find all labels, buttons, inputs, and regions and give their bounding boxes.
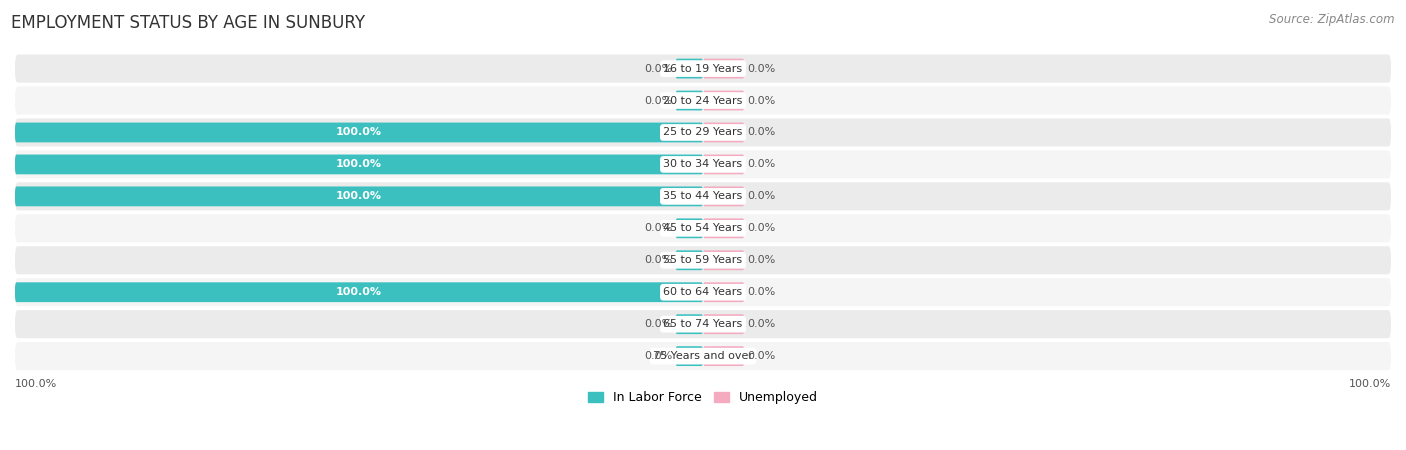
FancyBboxPatch shape xyxy=(15,246,1391,274)
Text: 65 to 74 Years: 65 to 74 Years xyxy=(664,319,742,329)
Text: 0.0%: 0.0% xyxy=(748,127,776,138)
Text: 35 to 44 Years: 35 to 44 Years xyxy=(664,191,742,202)
Text: 25 to 29 Years: 25 to 29 Years xyxy=(664,127,742,138)
FancyBboxPatch shape xyxy=(703,282,744,302)
FancyBboxPatch shape xyxy=(15,282,703,302)
FancyBboxPatch shape xyxy=(675,90,703,110)
Text: Source: ZipAtlas.com: Source: ZipAtlas.com xyxy=(1270,14,1395,27)
Text: 75 Years and over: 75 Years and over xyxy=(652,351,754,361)
FancyBboxPatch shape xyxy=(675,58,703,78)
FancyBboxPatch shape xyxy=(15,118,1391,147)
FancyBboxPatch shape xyxy=(15,122,703,142)
Text: 45 to 54 Years: 45 to 54 Years xyxy=(664,223,742,234)
Text: 0.0%: 0.0% xyxy=(748,95,776,105)
Text: 0.0%: 0.0% xyxy=(748,159,776,170)
Text: 0.0%: 0.0% xyxy=(748,255,776,266)
FancyBboxPatch shape xyxy=(703,58,744,78)
Text: 100.0%: 100.0% xyxy=(336,191,382,202)
Text: 0.0%: 0.0% xyxy=(748,63,776,73)
FancyBboxPatch shape xyxy=(675,346,703,366)
Text: 100.0%: 100.0% xyxy=(336,287,382,297)
Text: 60 to 64 Years: 60 to 64 Years xyxy=(664,287,742,297)
Text: 0.0%: 0.0% xyxy=(644,223,672,234)
FancyBboxPatch shape xyxy=(15,214,1391,243)
Text: 0.0%: 0.0% xyxy=(644,319,672,329)
FancyBboxPatch shape xyxy=(15,54,1391,83)
Text: 30 to 34 Years: 30 to 34 Years xyxy=(664,159,742,170)
Text: 0.0%: 0.0% xyxy=(748,351,776,361)
Text: 100.0%: 100.0% xyxy=(336,159,382,170)
FancyBboxPatch shape xyxy=(703,346,744,366)
Text: EMPLOYMENT STATUS BY AGE IN SUNBURY: EMPLOYMENT STATUS BY AGE IN SUNBURY xyxy=(11,14,366,32)
FancyBboxPatch shape xyxy=(15,310,1391,338)
Text: 0.0%: 0.0% xyxy=(644,255,672,266)
FancyBboxPatch shape xyxy=(703,250,744,270)
Text: 0.0%: 0.0% xyxy=(644,351,672,361)
FancyBboxPatch shape xyxy=(15,278,1391,306)
Text: 0.0%: 0.0% xyxy=(748,223,776,234)
Text: 100.0%: 100.0% xyxy=(336,127,382,138)
FancyBboxPatch shape xyxy=(15,186,703,206)
Legend: In Labor Force, Unemployed: In Labor Force, Unemployed xyxy=(583,387,823,410)
FancyBboxPatch shape xyxy=(15,342,1391,370)
FancyBboxPatch shape xyxy=(15,154,703,174)
FancyBboxPatch shape xyxy=(703,122,744,142)
FancyBboxPatch shape xyxy=(675,314,703,334)
Text: 0.0%: 0.0% xyxy=(748,319,776,329)
FancyBboxPatch shape xyxy=(703,314,744,334)
Text: 0.0%: 0.0% xyxy=(644,63,672,73)
Text: 0.0%: 0.0% xyxy=(644,95,672,105)
Text: 55 to 59 Years: 55 to 59 Years xyxy=(664,255,742,266)
FancyBboxPatch shape xyxy=(15,86,1391,115)
FancyBboxPatch shape xyxy=(703,186,744,206)
Text: 0.0%: 0.0% xyxy=(748,287,776,297)
FancyBboxPatch shape xyxy=(675,250,703,270)
Text: 100.0%: 100.0% xyxy=(15,379,58,389)
FancyBboxPatch shape xyxy=(703,90,744,110)
FancyBboxPatch shape xyxy=(703,218,744,238)
Text: 0.0%: 0.0% xyxy=(748,191,776,202)
Text: 16 to 19 Years: 16 to 19 Years xyxy=(664,63,742,73)
Text: 20 to 24 Years: 20 to 24 Years xyxy=(664,95,742,105)
FancyBboxPatch shape xyxy=(15,182,1391,211)
FancyBboxPatch shape xyxy=(703,154,744,174)
FancyBboxPatch shape xyxy=(675,218,703,238)
Text: 100.0%: 100.0% xyxy=(1348,379,1391,389)
FancyBboxPatch shape xyxy=(15,150,1391,179)
